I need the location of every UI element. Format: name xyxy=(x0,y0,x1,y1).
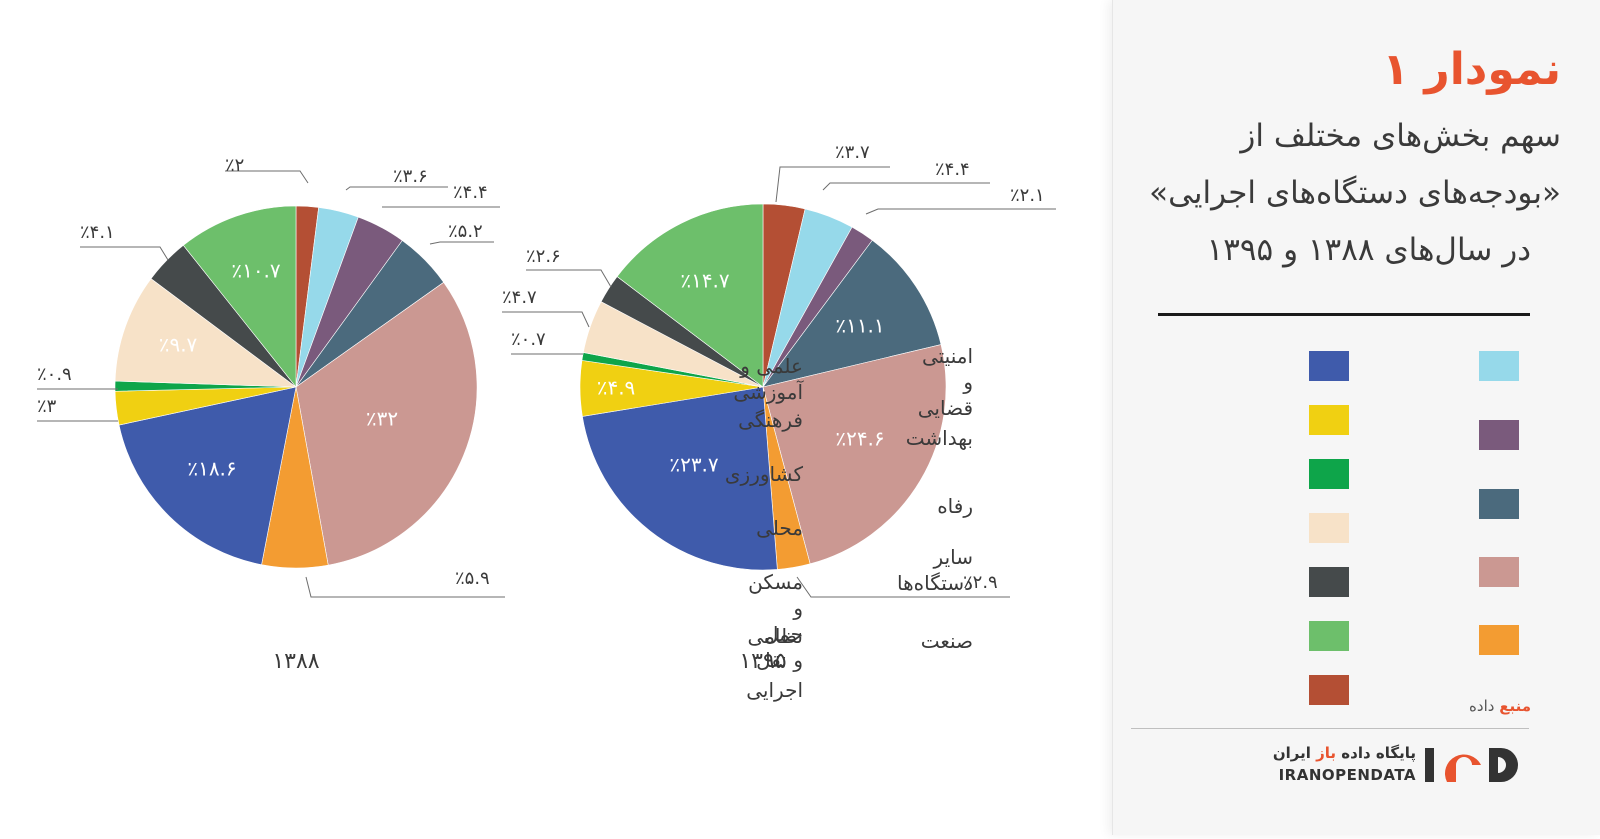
slice-value-label: ٪۲.۱ xyxy=(1010,185,1045,206)
callout-line xyxy=(822,182,990,191)
callout-line xyxy=(865,208,1056,215)
callout-line xyxy=(305,576,505,598)
pie-slice xyxy=(616,203,764,388)
slice-value-label: ٪۱۴.۷ xyxy=(680,269,730,293)
pie-chart: ٪۲ ٪۳.۶ ٪۴.۴ ٪۵.۲ ٪۳۲ ٪۵.۹ ٪۱۸.۶ ٪۳ ٪۰.۹ ٪۹.۷ ٪۴.۱… xyxy=(37,155,505,674)
pie-slice xyxy=(582,386,778,571)
slice-value-label: ٪۱۸.۶ xyxy=(187,457,236,481)
slice-value-label: ٪۴.۹ xyxy=(597,376,636,400)
slice-value-label: ٪۴.۷ xyxy=(502,287,537,308)
slice-value-label: ٪۹.۷ xyxy=(159,333,198,357)
slice-value-label: ٪۴.۴ xyxy=(935,159,970,180)
legend-label: صنعت xyxy=(920,629,973,653)
legend-swatch xyxy=(1309,513,1349,543)
slice-value-label: ٪۲.۶ xyxy=(526,246,561,267)
legend-label: علمی و آموزشی xyxy=(733,354,803,404)
slice-value-label: ٪۴.۱ xyxy=(80,222,115,243)
legend-label: اجرایی xyxy=(746,678,803,702)
info-panel: نمودار ۱ سهم بخش‌های مختلف از «بودجه‌های… xyxy=(725,0,1600,835)
legend-label: محلی xyxy=(756,516,803,540)
slice-value-label: ٪۳.۷ xyxy=(835,142,870,163)
slice-value-label: ٪۳ xyxy=(37,396,57,417)
logo-fa-prefix: پایگاه داده xyxy=(1336,744,1416,762)
legend-swatch xyxy=(1479,557,1519,587)
pie-slice xyxy=(762,239,942,388)
legend-label: فرهنگی xyxy=(738,408,803,432)
legend-swatch xyxy=(1309,405,1349,435)
callout-line xyxy=(526,269,612,288)
slice-value-label: ٪۰.۹ xyxy=(37,364,72,385)
callout-line xyxy=(775,166,890,203)
callout-line xyxy=(502,311,590,328)
legend-label: نظامی xyxy=(747,624,803,648)
slice-value-label: ٪۳۲ xyxy=(366,407,398,431)
legend-swatch xyxy=(1479,420,1519,450)
iod-logo-icon xyxy=(1425,748,1518,782)
subtitle-line-1: سهم بخش‌های مختلف از xyxy=(1240,118,1561,154)
slice-value-label: ٪۲.۹ xyxy=(963,572,998,593)
pie-chart: ٪۳.۷ ٪۴.۴ ٪۲.۱ ٪۱۱.۱ ٪۲۴.۶ ٪۲.۹ ٪۲۳.۷ ٪۴.۹ ٪۰.۷ ٪… xyxy=(502,142,1056,674)
legend-swatch xyxy=(1309,459,1349,489)
slice-value-label: ٪۵.۲ xyxy=(448,221,483,242)
slice-value-label: ٪۱۰.۷ xyxy=(231,259,281,283)
legend-swatch xyxy=(1309,675,1349,705)
pie-slice xyxy=(295,281,478,566)
charts-area: ٪۲ ٪۳.۶ ٪۴.۴ ٪۵.۲ ٪۳۲ ٪۵.۹ ٪۱۸.۶ ٪۳ ٪۰.۹ ٪۹.۷ ٪۴.۱… xyxy=(37,142,1056,674)
legend-swatch xyxy=(1309,567,1349,597)
logo-fa-suffix: ایران xyxy=(1272,744,1317,762)
pie-slice xyxy=(114,278,297,388)
source-rest: داده xyxy=(1469,697,1495,715)
legend-label: رفاه xyxy=(937,494,973,518)
legend-label: بهداشت xyxy=(905,426,973,450)
pie-slice xyxy=(118,386,297,566)
legend-swatch xyxy=(1479,625,1519,655)
data-source: منبع داده xyxy=(1469,697,1531,715)
legend-label: کشاورزی xyxy=(724,462,803,486)
legend-label: سایر دستگاه‌ها xyxy=(897,545,973,595)
legend-label: امنیتی و قضایی xyxy=(917,344,973,420)
slice-value-label: ٪۲ xyxy=(225,155,244,176)
pie-slice xyxy=(762,344,947,565)
legend-swatch xyxy=(1309,351,1349,381)
logo-text-en: IRANOPENDATA xyxy=(1278,766,1416,784)
slice-value-label: ٪۵.۹ xyxy=(455,568,490,589)
title-divider xyxy=(1158,313,1530,316)
logo-fa-accent: باز xyxy=(1316,744,1337,762)
callout-line xyxy=(796,576,1010,598)
callout-line xyxy=(225,170,309,184)
callout-line xyxy=(429,241,494,245)
slice-value-label: ٪۰.۷ xyxy=(511,329,546,350)
subtitle-line-3: در سال‌های ۱۳۸۸ و ۱۳۹۵ xyxy=(1206,232,1531,268)
legend-label: مسکن و حمل و نقل xyxy=(748,570,803,672)
legend-swatch xyxy=(1479,351,1519,381)
legend-swatch xyxy=(1479,489,1519,519)
slice-value-label: ٪۲۴.۶ xyxy=(835,427,884,451)
slice-value-label: ٪۳.۶ xyxy=(393,166,428,187)
source-accent: منبع xyxy=(1499,697,1531,715)
chart-title: نمودار ۱ xyxy=(1382,44,1561,95)
pie-slice xyxy=(182,205,297,388)
subtitle-line-2: «بودجه‌های دستگاه‌های اجرایی» xyxy=(1149,175,1561,211)
slice-value-label: ٪۴.۴ xyxy=(453,182,488,203)
pie-charts-svg: ٪۲ ٪۳.۶ ٪۴.۴ ٪۵.۲ ٪۳۲ ٪۵.۹ ٪۱۸.۶ ٪۳ ٪۰.۹ ٪۹.۷ ٪۴.۱… xyxy=(37,142,1056,674)
pie-year-label: ۱۳۸۸ xyxy=(272,649,319,674)
pie-year-label: ۱۳۹۵ xyxy=(739,649,786,674)
callout-line xyxy=(80,246,169,261)
footer-divider xyxy=(1131,728,1529,729)
callout-line xyxy=(345,186,448,191)
legend-swatch xyxy=(1309,621,1349,651)
slice-value-label: ٪۱۱.۱ xyxy=(835,314,884,338)
logo-text-fa: پایگاه داده باز ایران xyxy=(1273,744,1416,762)
slice-value-label: ٪۲۳.۷ xyxy=(669,453,719,477)
